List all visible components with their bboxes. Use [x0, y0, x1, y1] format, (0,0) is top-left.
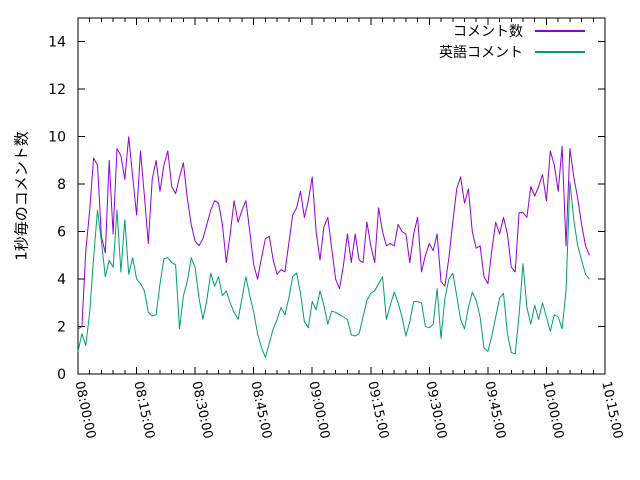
y-tick-label: 4 — [57, 272, 66, 288]
y-tick-label: 0 — [57, 367, 66, 383]
y-tick-label: 2 — [57, 320, 66, 336]
y-tick-label: 6 — [57, 225, 66, 241]
legend-label-english-comments: 英語コメント — [439, 44, 523, 61]
y-tick-label: 14 — [48, 35, 66, 51]
y-tick-label: 12 — [48, 82, 66, 98]
series-line-2 — [77, 181, 590, 358]
legend-item-english-comments: 英語コメント — [439, 41, 585, 62]
series-line-1 — [77, 136, 590, 330]
plot-border — [77, 17, 606, 375]
y-axis-title: 1秒毎のコメント数 — [12, 131, 31, 261]
legend: コメント数 英語コメント — [439, 20, 585, 62]
axis-ticks — [77, 18, 606, 375]
legend-label-comments: コメント数 — [453, 23, 523, 40]
legend-item-comments: コメント数 — [439, 20, 585, 41]
y-tick-label: 10 — [48, 130, 66, 146]
legend-line-sample-english-comments — [535, 50, 585, 53]
legend-line-sample-comments — [535, 29, 585, 32]
y-tick-label: 8 — [57, 177, 66, 193]
